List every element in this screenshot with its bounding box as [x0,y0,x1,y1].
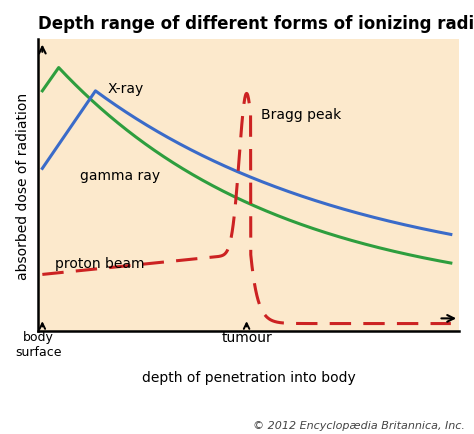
Text: X-ray: X-ray [108,82,144,95]
Text: Bragg peak: Bragg peak [261,108,341,122]
Y-axis label: absorbed dose of radiation: absorbed dose of radiation [16,92,30,279]
Text: © 2012 Encyclopædia Britannica, Inc.: © 2012 Encyclopædia Britannica, Inc. [253,420,465,430]
X-axis label: depth of penetration into body: depth of penetration into body [142,370,356,385]
Text: Depth range of different forms of ionizing radiation: Depth range of different forms of ionizi… [38,15,474,33]
Text: gamma ray: gamma ray [80,169,161,183]
Text: proton beam: proton beam [55,256,145,270]
Text: tumour: tumour [221,330,272,344]
Text: body
surface: body surface [15,330,62,358]
